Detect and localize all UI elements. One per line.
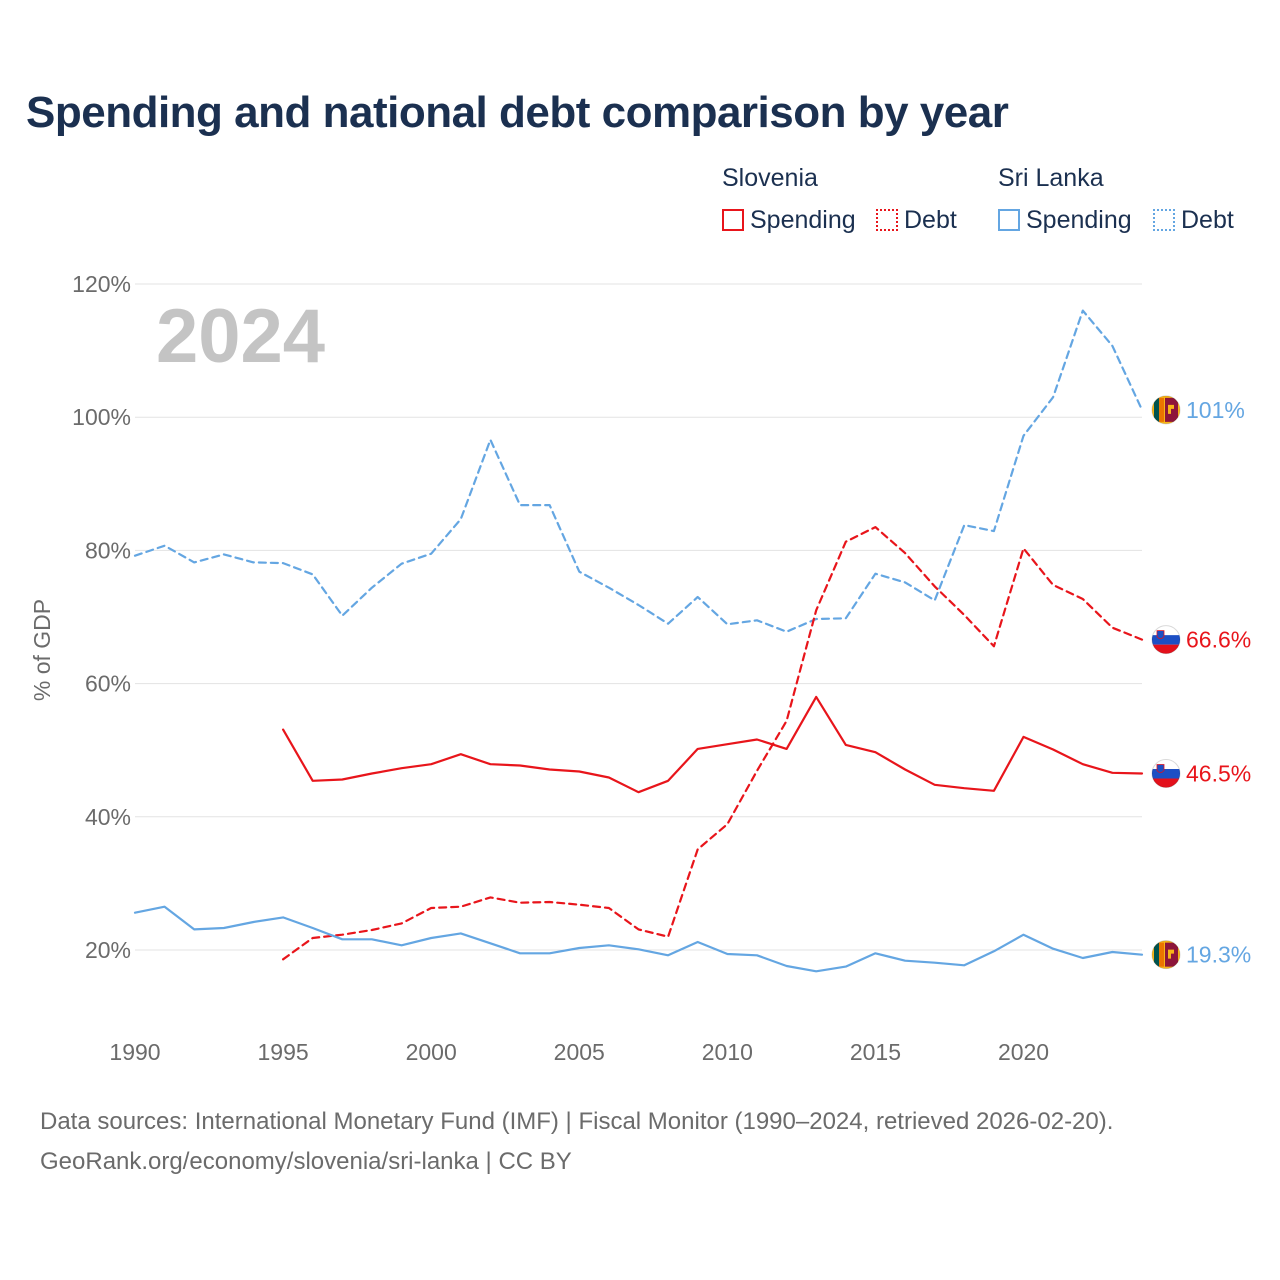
chart-gridlines bbox=[135, 283, 1142, 951]
flag-outline bbox=[1151, 625, 1181, 655]
line-chart: 20% 40% 60% 80% 100% 120% 1990 1995 2000 2005 201… bbox=[29, 271, 1251, 1065]
series-line-slovenia-spending bbox=[282, 695, 1144, 794]
flag-stripe-blue bbox=[1152, 769, 1180, 779]
flag-stripe-white bbox=[1152, 759, 1180, 770]
legend-srilanka-spending-swatch bbox=[998, 209, 1020, 231]
flag-lion-icon bbox=[1168, 404, 1174, 414]
flag-lion-icon bbox=[1168, 949, 1174, 959]
x-tick-label: 2015 bbox=[850, 1039, 901, 1065]
legend-srilanka-debt[interactable]: Debt bbox=[1153, 204, 1234, 236]
flag-stripe-red bbox=[1152, 778, 1180, 788]
x-tick-label: 1995 bbox=[258, 1039, 309, 1065]
series-line-slovenia-debt bbox=[282, 525, 1144, 961]
year-watermark: 2024 bbox=[156, 294, 325, 379]
legend-srilanka-spending[interactable]: Spending bbox=[998, 204, 1132, 236]
y-tick-label: 120% bbox=[72, 271, 131, 297]
y-axis-label: % of GDP bbox=[29, 599, 55, 701]
y-tick-label: 20% bbox=[85, 937, 131, 963]
flag-stripe-orange bbox=[1159, 942, 1164, 967]
flag-stripe-green bbox=[1154, 942, 1159, 967]
legend-slovenia-debt-label: Debt bbox=[904, 205, 957, 234]
flag-coat-of-arms bbox=[1156, 630, 1165, 640]
flag-stripe-white bbox=[1152, 625, 1180, 636]
series-end-markers: 101% 66.6% 46.5% 19.3% bbox=[1151, 395, 1251, 970]
legend-slovenia-debt[interactable]: Debt bbox=[876, 204, 957, 236]
legend-srilanka-title: Sri Lanka bbox=[998, 164, 1104, 192]
flag-coat-of-arms bbox=[1156, 764, 1165, 773]
y-axis-ticks: 20% 40% 60% 80% 100% 120% bbox=[72, 271, 131, 963]
end-value-label-slovenia-debt: 66.6% bbox=[1186, 627, 1251, 653]
y-tick-label: 80% bbox=[85, 537, 131, 563]
flag-stripe-red bbox=[1152, 644, 1180, 654]
end-value-label-sri-lanka-spending: 19.3% bbox=[1186, 942, 1251, 968]
y-tick-label: 100% bbox=[72, 404, 131, 430]
chart-title: Spending and national debt comparison by… bbox=[26, 88, 1009, 137]
end-value-label-slovenia-spending: 46.5% bbox=[1186, 761, 1251, 787]
legend-slovenia-spending-swatch bbox=[722, 209, 744, 231]
x-axis-ticks: 1990 1995 2000 2005 2010 2015 2020 bbox=[109, 1039, 1049, 1065]
legend-srilanka-debt-swatch bbox=[1153, 209, 1175, 231]
slovenia-flag-icon bbox=[1152, 625, 1180, 654]
series-line-sri-lanka-spending bbox=[133, 905, 1144, 973]
sri-lanka-flag-icon bbox=[1152, 940, 1180, 969]
legend-slovenia-spending-label: Spending bbox=[750, 205, 856, 234]
x-tick-label: 1990 bbox=[109, 1039, 160, 1065]
chart-series bbox=[133, 309, 1144, 973]
x-tick-label: 2010 bbox=[702, 1039, 753, 1065]
flag-field-maroon bbox=[1165, 397, 1178, 422]
data-source-note: Data sources: International Monetary Fun… bbox=[40, 1108, 1114, 1135]
slovenia-flag-icon bbox=[1152, 759, 1180, 788]
legend-slovenia-title: Slovenia bbox=[722, 164, 818, 192]
flag-outline bbox=[1151, 759, 1181, 789]
x-tick-label: 2020 bbox=[998, 1039, 1049, 1065]
legend-srilanka-spending-label: Spending bbox=[1026, 205, 1132, 234]
license-link[interactable]: GeoRank.org/economy/slovenia/sri-lanka |… bbox=[40, 1148, 572, 1175]
flag-stripe-orange bbox=[1159, 397, 1164, 422]
legend-slovenia-spending[interactable]: Spending bbox=[722, 204, 856, 236]
y-tick-label: 60% bbox=[85, 671, 131, 697]
y-tick-label: 40% bbox=[85, 804, 131, 830]
flag-field-maroon bbox=[1165, 942, 1178, 967]
x-tick-label: 2005 bbox=[554, 1039, 605, 1065]
legend-slovenia-debt-swatch bbox=[876, 209, 898, 231]
sri-lanka-flag-icon bbox=[1152, 395, 1180, 424]
x-tick-label: 2000 bbox=[406, 1039, 457, 1065]
legend-srilanka-debt-label: Debt bbox=[1181, 205, 1234, 234]
flag-stripe-blue bbox=[1152, 635, 1180, 645]
end-value-label-sri-lanka-debt: 101% bbox=[1186, 397, 1245, 423]
flag-outline bbox=[1151, 940, 1181, 970]
flag-outline bbox=[1151, 395, 1181, 425]
series-line-sri-lanka-debt bbox=[133, 309, 1144, 633]
flag-stripe-green bbox=[1154, 397, 1159, 422]
